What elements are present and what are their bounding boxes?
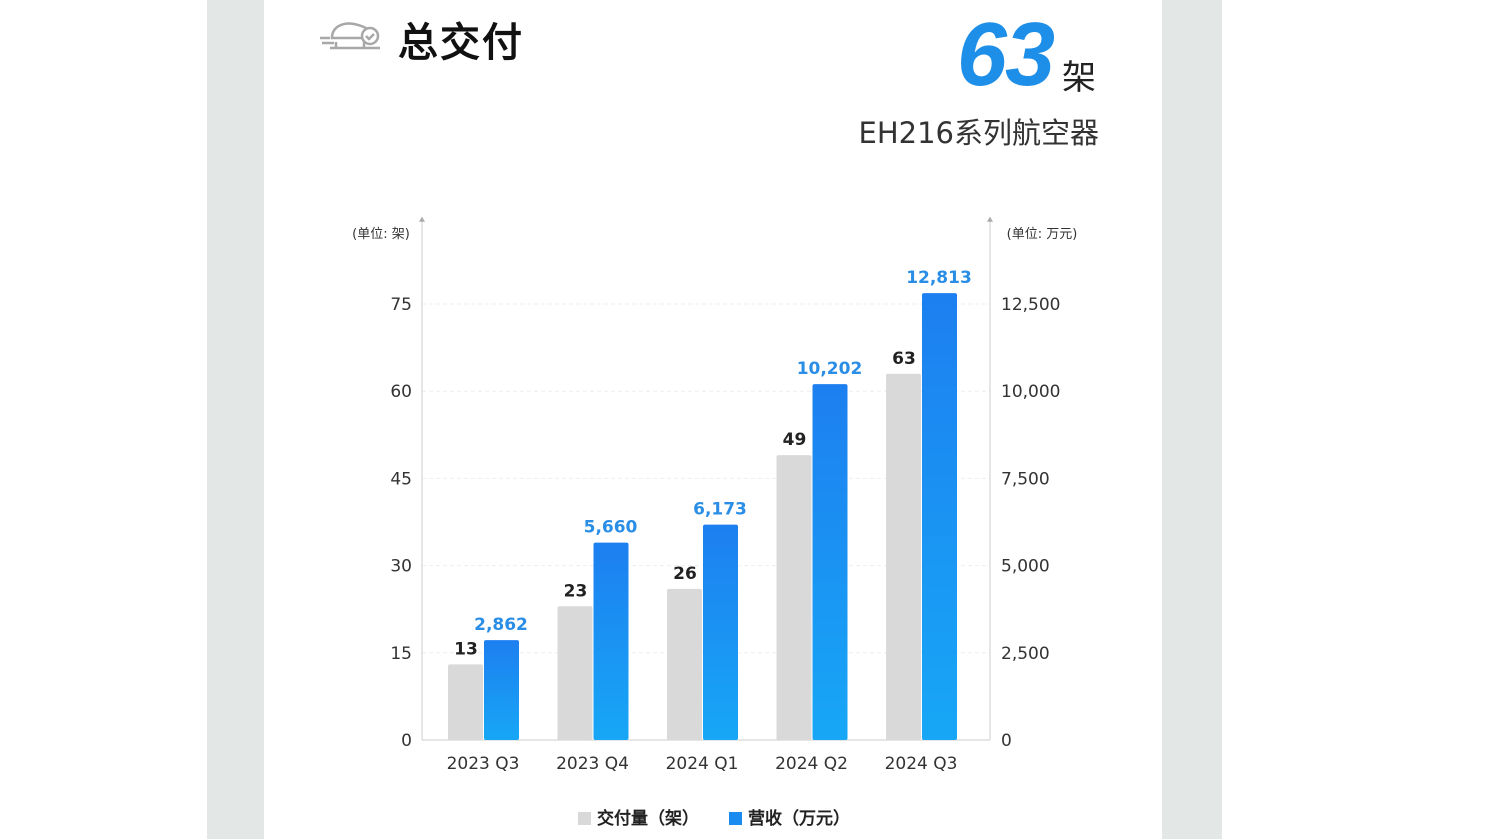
left-tick-label: 60: [390, 382, 412, 402]
bar-deliveries: [448, 664, 483, 740]
data-label-revenue: 12,813: [906, 268, 972, 288]
right-tick-label: 2,500: [1001, 644, 1050, 664]
total-deliveries-value: 63: [956, 5, 1055, 105]
right-tick-label: 10,000: [1001, 382, 1060, 402]
left-tick-label: 15: [390, 644, 412, 664]
bar-revenue: [922, 293, 957, 740]
right-tick-label: 0: [1001, 731, 1012, 751]
total-deliveries-unit: 架: [1062, 58, 1096, 98]
left-tick-label: 45: [390, 469, 412, 489]
left-axis-label: (单位: 架): [352, 227, 410, 242]
data-label-deliveries: 49: [783, 430, 807, 450]
bar-deliveries: [667, 588, 702, 740]
right-axis-arrow: [987, 216, 993, 222]
data-label-revenue: 2,862: [474, 615, 528, 635]
data-label-deliveries: 23: [564, 581, 588, 601]
bar-revenue: [812, 384, 848, 740]
data-label-deliveries: 63: [892, 349, 916, 369]
legend-item-revenue: 营收（万元）: [729, 804, 850, 829]
x-tick-label: 2024 Q3: [885, 754, 958, 774]
page-title: 总交付: [398, 20, 524, 66]
data-label-deliveries: 13: [454, 639, 478, 659]
left-tick-label: 0: [401, 731, 412, 751]
aircraft-check-icon: [320, 22, 380, 50]
data-label-deliveries: 26: [673, 564, 697, 584]
left-axis-arrow: [419, 216, 425, 222]
left-tick-label: 30: [390, 557, 412, 577]
right-tick-label: 7,500: [1001, 469, 1050, 489]
x-tick-label: 2024 Q1: [666, 754, 739, 774]
bar-deliveries: [776, 455, 812, 740]
bar-revenue: [703, 524, 738, 740]
bar-revenue: [484, 640, 519, 740]
data-label-revenue: 6,173: [693, 500, 747, 520]
legend: 交付量（架） 营收（万元）: [578, 804, 850, 829]
bar-revenue: [593, 542, 629, 740]
right-axis-label: (单位: 万元): [1007, 227, 1078, 242]
data-label-revenue: 10,202: [797, 359, 863, 379]
bar-deliveries: [557, 606, 593, 740]
bar-deliveries: [886, 373, 921, 740]
right-tick-label: 5,000: [1001, 557, 1050, 577]
x-tick-label: 2023 Q4: [556, 754, 629, 774]
data-label-revenue: 5,660: [584, 518, 638, 538]
x-tick-label: 2023 Q3: [447, 754, 520, 774]
legend-item-deliveries: 交付量（架）: [578, 804, 699, 829]
subtitle: EH216系列航空器: [858, 116, 1099, 150]
x-tick-label: 2024 Q2: [775, 754, 848, 774]
right-tick-label: 12,500: [1001, 295, 1060, 315]
left-tick-label: 75: [390, 295, 412, 315]
